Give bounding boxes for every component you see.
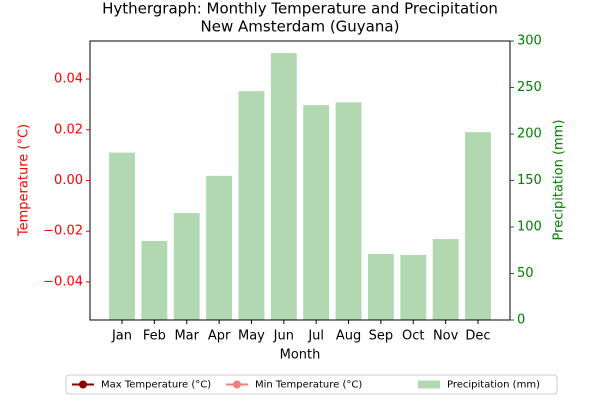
y2-tick-label: 150 bbox=[517, 173, 542, 188]
y-tick-label: 0.04 bbox=[54, 72, 83, 87]
x-tick-label: Feb bbox=[143, 329, 166, 344]
x-tick-label: Dec bbox=[465, 329, 490, 344]
y-tick-label: −0.04 bbox=[43, 274, 83, 289]
y2-tick-label: 200 bbox=[517, 127, 542, 142]
bar bbox=[270, 53, 297, 321]
x-tick-label: Nov bbox=[433, 329, 459, 344]
x-tick-label: Apr bbox=[208, 329, 231, 344]
legend-marker bbox=[233, 380, 241, 389]
x-tick-label: May bbox=[238, 329, 265, 344]
legend-label: Min Temperature (°C) bbox=[255, 380, 362, 391]
x-tick-label: Mar bbox=[174, 329, 199, 344]
chart-title: New Amsterdam (Guyana) bbox=[201, 18, 400, 36]
bar bbox=[400, 254, 427, 320]
y-axis-label: Temperature (°C) bbox=[17, 124, 32, 237]
y-tick-label: −0.02 bbox=[43, 224, 83, 239]
legend-label: Precipitation (mm) bbox=[447, 380, 540, 391]
bar bbox=[109, 152, 135, 320]
y2-axis-label: Precipitation (mm) bbox=[552, 120, 567, 241]
y2-tick-label: 100 bbox=[517, 220, 542, 235]
y-tick-label: 0.02 bbox=[54, 122, 83, 137]
y-tick-label: 0.00 bbox=[54, 173, 83, 188]
bar bbox=[432, 239, 459, 320]
bar bbox=[173, 213, 200, 320]
y2-tick-label: 50 bbox=[517, 266, 534, 281]
x-tick-label: Sep bbox=[369, 329, 394, 344]
x-tick-label: Jul bbox=[307, 329, 324, 344]
legend-box bbox=[65, 374, 558, 395]
x-axis-label: Month bbox=[280, 348, 321, 363]
chart-title: Hythergraph: Monthly Temperature and Pre… bbox=[102, 0, 498, 18]
bar bbox=[303, 105, 330, 320]
bar bbox=[367, 253, 394, 320]
x-tick-label: Jan bbox=[111, 329, 132, 344]
legend-marker bbox=[79, 380, 87, 389]
x-tick-label: Jun bbox=[273, 329, 294, 344]
y2-tick-label: 300 bbox=[517, 34, 542, 49]
legend-label: Max Temperature (°C) bbox=[101, 380, 211, 391]
y2-tick-label: 250 bbox=[517, 80, 542, 95]
bar bbox=[335, 102, 362, 320]
bar bbox=[238, 91, 265, 320]
x-tick-label: Oct bbox=[402, 329, 424, 344]
bar bbox=[141, 240, 168, 320]
legend-swatch bbox=[418, 380, 440, 389]
bar bbox=[206, 175, 233, 320]
x-tick-label: Aug bbox=[336, 329, 361, 344]
bar bbox=[465, 132, 491, 320]
y2-tick-label: 0 bbox=[517, 313, 525, 328]
